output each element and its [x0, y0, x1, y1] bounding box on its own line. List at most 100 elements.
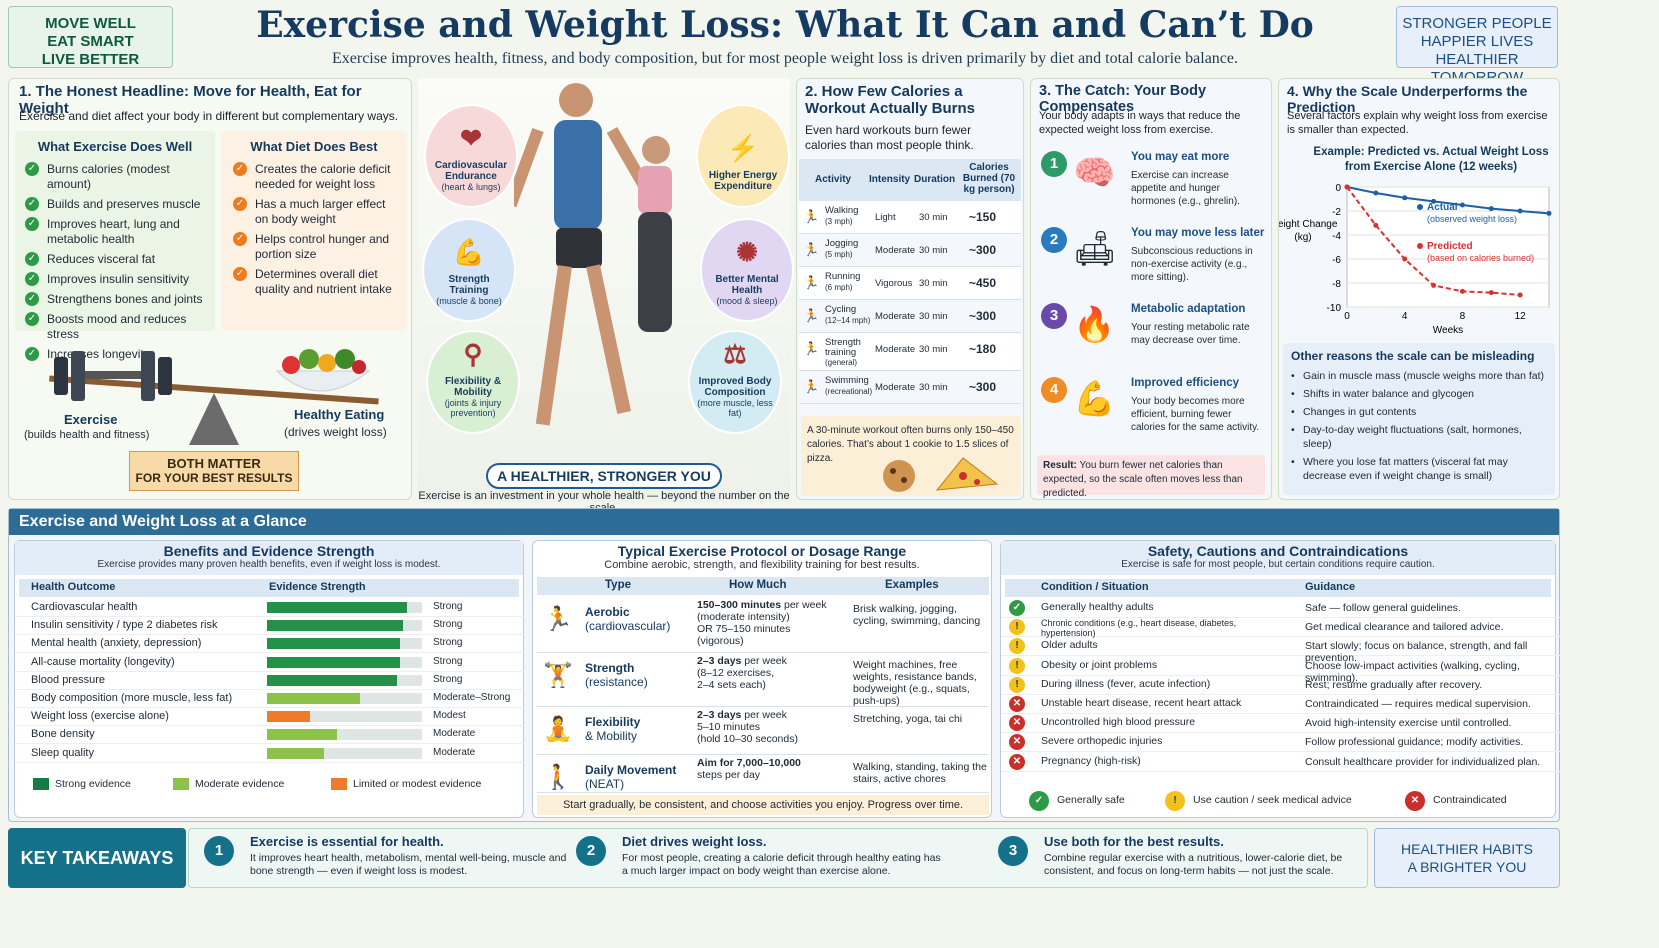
- muscle-icon: 💪: [452, 237, 486, 267]
- exercise-benefit-item: ✓ Boosts mood and reduces stress: [25, 312, 215, 342]
- other-reason-item: • Shifts in water balance and glycogen: [1291, 388, 1475, 400]
- section-3-title: 3. The Catch: Your Body Compensates: [1039, 83, 1207, 115]
- safety-row: ✕ Severe orthopedic injuries Follow profes…: [1001, 733, 1561, 753]
- step-number: 4: [1041, 377, 1067, 403]
- check-icon: ✓: [25, 252, 39, 266]
- protocol-row: 🧘 Flexibility & Mobility 2–3 days per week 5…: [537, 707, 989, 755]
- section-1-title: 1. The Honest Headline: Move for Health,…: [19, 83, 362, 117]
- exercise-benefit-item: ✓ Improves insulin sensitivity: [25, 272, 215, 287]
- check-icon: ✓: [25, 292, 39, 306]
- legend-marker: [1417, 243, 1423, 249]
- warning-icon: !: [1009, 619, 1025, 636]
- evidence-row: Sleep quality Moderate: [15, 745, 525, 763]
- benefit-circle: ❤ Cardiovascular Endurance (heart & lungs): [424, 104, 518, 208]
- exercise-benefits-title: What Exercise Does Well: [37, 139, 193, 154]
- x-tick-label: 4: [1402, 311, 1408, 322]
- legend-label: Predicted: [1427, 241, 1473, 252]
- compensation-item: 1 🧠 You may eat more Exercise can increase …: [1037, 149, 1269, 221]
- y-tick-label: -10: [1327, 303, 1342, 314]
- safety-row: ! Obesity or joint problems Choose low-imp…: [1001, 657, 1561, 684]
- diet-benefit-item: ✓ Has a much larger effect on body weight: [233, 197, 401, 227]
- check-icon: ✓: [25, 272, 39, 286]
- data-point: [1517, 292, 1523, 298]
- warning-icon: !: [1009, 638, 1025, 655]
- section-4-intro: Several factors explain why weight loss …: [1287, 110, 1548, 136]
- glance-title: Exercise and Weight Loss at a Glance: [19, 513, 307, 530]
- healthier-stronger-banner: A HEALTHIER, STRONGER YOU: [486, 463, 722, 489]
- other-reasons-list: • Gain in muscle mass (muscle weighs more…: [1291, 369, 1547, 483]
- exercise-benefit-item: ✓ Strengthens bones and joints: [25, 292, 215, 307]
- col-activity: Activity: [815, 174, 852, 185]
- calorie-row: 🏃 Swimming (recreational) Moderate 30 min ~30…: [799, 371, 1021, 404]
- bullet: •: [1291, 406, 1295, 418]
- protocol-row: 🚶 Daily Movement (NEAT) Aim for 7,000–10,00…: [537, 755, 989, 793]
- section-3-intro: Your body adapts in ways that reduce the…: [1039, 110, 1241, 136]
- x-circle-icon: ✕: [1009, 696, 1025, 712]
- benefits-title-bar: Benefits and Evidence Strength Exercise …: [15, 541, 523, 575]
- protocol-how-much: Aim for 7,000–10,000 steps per day: [697, 757, 801, 781]
- evidence-row: Cardiovascular health Strong: [15, 599, 525, 617]
- evidence-bar-track: [267, 656, 422, 668]
- section-body-compensates: 3. The Catch: Your Body Compensates Your…: [1030, 78, 1272, 500]
- y-axis-label-unit: (kg): [1294, 232, 1311, 243]
- exercise-label: Exercise: [64, 412, 118, 427]
- section-4-title: 4. Why the Scale Underperforms the Predi…: [1287, 83, 1528, 115]
- legend-marker: [1417, 204, 1423, 210]
- data-point: [1488, 206, 1494, 212]
- x-axis-label: Weeks: [1433, 325, 1463, 336]
- data-point: [1459, 288, 1465, 294]
- data-point: [1373, 190, 1379, 196]
- compensation-icon: 💪: [1073, 380, 1116, 418]
- other-reasons-panel: Other reasons the scale can be misleadin…: [1283, 343, 1555, 495]
- other-reason-item: • Where you lose fat matters (visceral fa…: [1291, 456, 1508, 482]
- calorie-row: 🏃 Strength training (general) Moderate 30 mi…: [799, 333, 1021, 371]
- evidence-bar-track: [267, 602, 422, 613]
- protocol-type-icon: 🏃: [543, 606, 573, 633]
- step-number: 1: [1041, 151, 1067, 177]
- protocol-row: 🏃 Aerobic (cardiovascular) 150–300 minutes …: [537, 597, 989, 653]
- y-axis-label: Weight Change: [1279, 219, 1338, 230]
- y-tick-label: -2: [1332, 207, 1341, 218]
- compensation-item: 2 🛋 You may move less later Subconscious re…: [1037, 225, 1269, 297]
- section-2-title: 2. How Few Calories a Workout Actually B…: [805, 83, 976, 117]
- chart-title: Example: Predicted vs. Actual Weight Los…: [1313, 146, 1549, 173]
- calorie-rows: 🏃 Walking (3 mph) Light 30 min ~150 🏃 Jogging (5…: [799, 201, 1021, 404]
- balance-seesaw-illustration: [49, 349, 379, 445]
- benefit-circle: ✺ Better Mental Health (mood & sleep): [700, 218, 794, 322]
- other-reason-item: • Day-to-day weight fluctuations (salt, h…: [1291, 424, 1522, 450]
- calorie-row: 🏃 Running (6 mph) Vigorous 30 min ~450: [799, 267, 1021, 300]
- data-point: [1402, 195, 1408, 201]
- col-intensity: Intensity: [869, 174, 911, 185]
- check-icon: ✓: [25, 162, 39, 176]
- check-icon: ✓: [233, 232, 247, 246]
- check-circle-icon: ✓: [1029, 791, 1049, 811]
- compensation-item: 3 🔥 Metabolic adaptation Your resting metab…: [1037, 301, 1269, 373]
- data-point: [1488, 290, 1494, 296]
- section-calories-burned: 2. How Few Calories a Workout Actually B…: [796, 78, 1024, 500]
- evidence-row: All-cause mortality (longevity) Strong: [15, 654, 525, 672]
- diet-benefits-list: ✓ Creates the calorie deficit needed for …: [221, 162, 407, 297]
- protocol-footer: Start gradually, be consistent, and choo…: [537, 795, 989, 815]
- safety-row: ✕ Pregnancy (high-risk) Consult healthcare…: [1001, 753, 1561, 772]
- benefit-circle: ⚡ Higher Energy Expenditure: [696, 104, 790, 208]
- person-icon: 🏃: [803, 341, 820, 356]
- page-subtitle: Exercise improves health, fitness, and b…: [331, 50, 1238, 67]
- safety-title-bar: Safety, Cautions and Contraindications E…: [1001, 541, 1555, 575]
- evidence-row: Blood pressure Strong: [15, 672, 525, 690]
- data-point: [1402, 256, 1408, 262]
- x-tick-label: 0: [1344, 311, 1350, 322]
- x-tick-label: 8: [1460, 311, 1466, 322]
- data-point: [1546, 210, 1552, 216]
- protocol-how-much: 2–3 days per week (8–12 exercises, 2–4 set…: [697, 655, 787, 691]
- bullet: •: [1291, 456, 1295, 468]
- safety-header-row: Condition / Situation Guidance: [1005, 579, 1551, 597]
- series-line-actual: [1346, 186, 1550, 215]
- exercise-benefits-list: ✓ Burns calories (modest amount) ✓ Builds a…: [15, 162, 215, 362]
- diet-benefits-panel: What Diet Does Best ✓ Creates the calorie…: [221, 131, 407, 331]
- heart-icon: ❤: [460, 123, 482, 153]
- person-icon: 🏃: [803, 209, 820, 224]
- both-matter-banner: BOTH MATTER FOR YOUR BEST RESULTS: [129, 451, 299, 491]
- energy-icon: ⚡: [726, 133, 760, 163]
- legend-note: (based on calories burned): [1427, 253, 1534, 263]
- calorie-table: Activity Intensity Duration Calories Bur…: [799, 159, 1021, 404]
